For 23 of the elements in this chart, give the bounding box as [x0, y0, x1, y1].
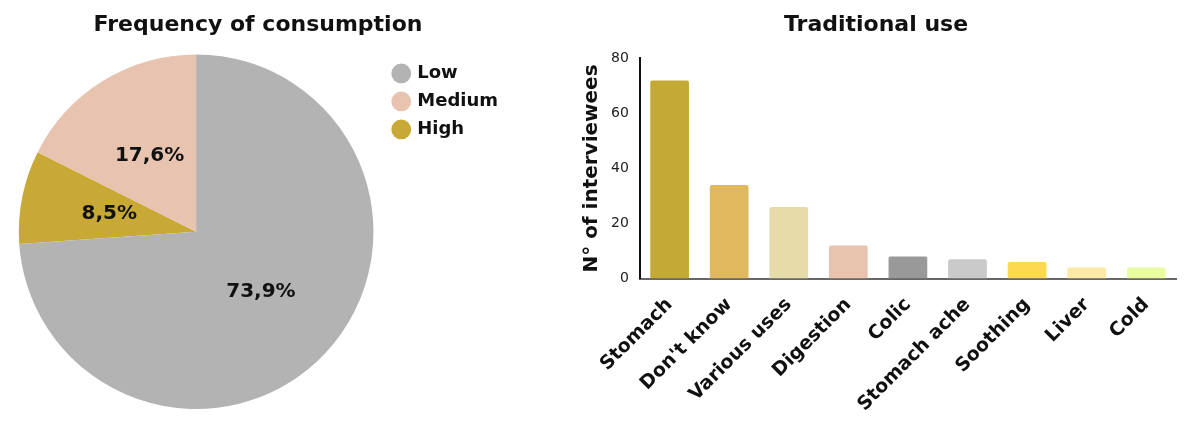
data-label: 17,6%	[114, 142, 185, 167]
data-label: 8,5%	[81, 200, 137, 225]
y-tick-label: 80	[610, 49, 629, 66]
bar	[1007, 262, 1047, 279]
y-tick-label: 0	[619, 269, 629, 286]
bar	[709, 185, 749, 279]
y-tick-label: 20	[610, 214, 629, 231]
y-axis-title: N° of interviewees	[578, 64, 603, 273]
bar	[1126, 267, 1166, 279]
bar	[828, 245, 868, 279]
bar	[650, 80, 689, 279]
chart-title: Frequency of consumption	[93, 10, 423, 36]
legend-label: High	[417, 117, 465, 139]
y-tick-label: 40	[610, 159, 629, 176]
bar	[769, 207, 809, 279]
bar	[1067, 267, 1106, 279]
legend-label: Low	[417, 61, 458, 83]
data-label: 73,9%	[226, 278, 296, 303]
legend-label: Medium	[417, 89, 498, 111]
chart-title: Traditional use	[783, 10, 969, 36]
y-tick-label: 60	[610, 104, 629, 121]
bar	[948, 259, 987, 279]
bar	[888, 256, 928, 279]
